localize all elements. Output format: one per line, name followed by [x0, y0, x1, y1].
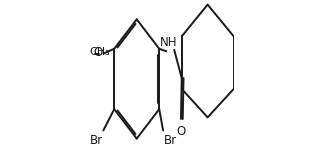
Text: CH₃: CH₃: [89, 47, 110, 57]
Text: NH: NH: [160, 36, 177, 49]
Text: O: O: [93, 46, 103, 59]
Text: Br: Br: [90, 134, 103, 147]
Text: O: O: [176, 125, 186, 138]
Text: Br: Br: [164, 134, 177, 147]
